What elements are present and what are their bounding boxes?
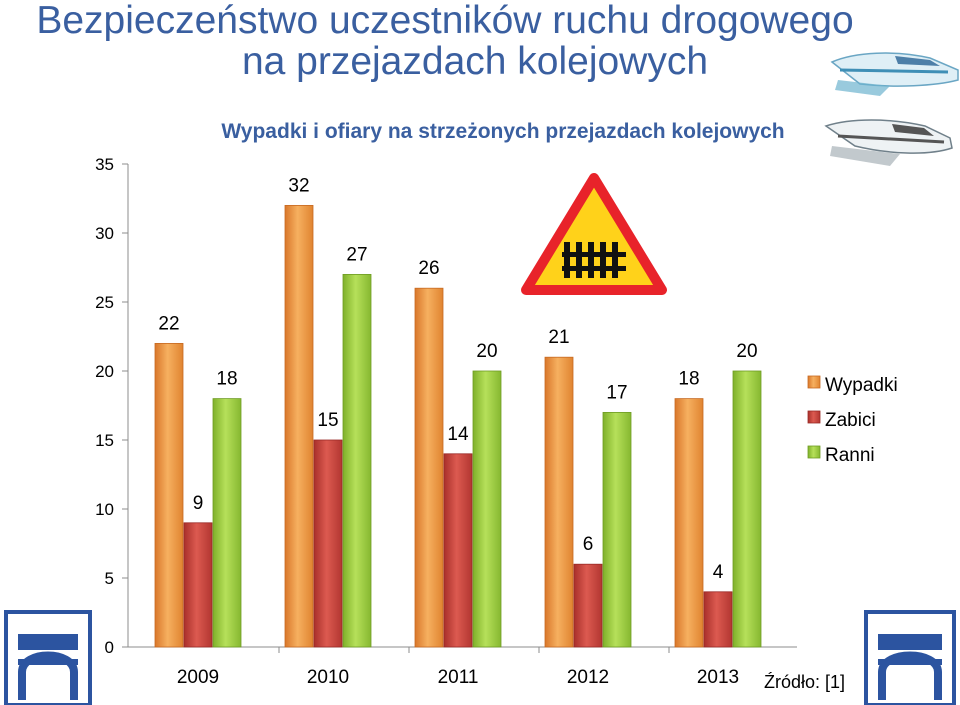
bars xyxy=(154,204,762,648)
data-label: 18 xyxy=(216,369,237,390)
slide-title-line-2: na przejazdach kolejowych xyxy=(241,40,709,83)
data-label: 14 xyxy=(447,424,469,445)
data-label: 4 xyxy=(713,562,724,583)
railway-logo-icon xyxy=(864,610,956,705)
bar-wypadki-2012 xyxy=(544,356,574,648)
category-label: 2011 xyxy=(438,667,479,688)
train-icon xyxy=(824,119,953,166)
bar-zabici-2013 xyxy=(703,591,733,648)
legend: Wypadki Zabici Ranni xyxy=(807,375,898,466)
bar-wypadki-2013 xyxy=(674,398,704,648)
slide-title-line-1: Bezpieczeństwo uczestników ruchu drogowe… xyxy=(36,0,854,42)
bar-wypadki-2009 xyxy=(154,342,184,648)
data-label: 27 xyxy=(346,244,367,265)
bar-ranni-2011 xyxy=(472,370,502,648)
bar-wypadki-2010 xyxy=(284,204,314,648)
category-label: 2012 xyxy=(567,667,609,688)
legend-label-zabici: Zabici xyxy=(825,410,876,431)
bar-ranni-2012 xyxy=(602,411,632,648)
railway-logo-icon xyxy=(4,610,92,705)
category-label: 2013 xyxy=(697,667,739,688)
bar-ranni-2013 xyxy=(732,370,762,648)
data-label: 32 xyxy=(288,175,309,196)
y-tick-label: 30 xyxy=(95,224,114,243)
bar-ranni-2009 xyxy=(212,398,242,648)
railway-crossing-sign-icon xyxy=(521,173,667,295)
bar-ranni-2010 xyxy=(342,273,372,648)
legend-label-wypadki: Wypadki xyxy=(825,375,898,396)
y-tick-label: 35 xyxy=(95,155,114,174)
legend-swatch-ranni xyxy=(807,445,821,459)
y-tick-label: 10 xyxy=(95,500,114,519)
data-labels: 22 32 26 21 18 9 15 14 6 4 18 27 20 17 20 xyxy=(158,175,757,582)
chart-title: Wypadki i ofiary na strzeżonych przejazd… xyxy=(221,120,784,143)
train-icon xyxy=(830,52,959,96)
category-label: 2009 xyxy=(177,667,219,688)
y-tick-label: 25 xyxy=(95,293,114,312)
data-label: 26 xyxy=(418,258,439,279)
bar-zabici-2009 xyxy=(183,522,213,648)
y-tick-label: 5 xyxy=(105,569,114,588)
data-label: 17 xyxy=(606,382,627,403)
slide-title: Bezpieczeństwo uczestników ruchu drogowe… xyxy=(0,0,960,82)
legend-swatch-wypadki xyxy=(807,375,821,389)
source-note: Źródło: [1] xyxy=(764,672,846,692)
category-label: 2010 xyxy=(307,667,349,688)
legend-label-ranni: Ranni xyxy=(825,445,875,466)
legend-swatch-zabici xyxy=(807,410,821,424)
data-label: 18 xyxy=(678,369,699,390)
data-label: 20 xyxy=(736,341,757,362)
data-label: 21 xyxy=(548,327,569,348)
y-tick-label: 0 xyxy=(105,638,114,657)
data-label: 6 xyxy=(583,534,594,555)
bar-wypadki-2011 xyxy=(414,287,444,648)
y-tick-label: 20 xyxy=(95,362,114,381)
y-tick-label: 15 xyxy=(95,431,114,450)
data-label: 15 xyxy=(317,410,338,431)
bar-zabici-2012 xyxy=(573,563,603,648)
data-label: 9 xyxy=(193,493,204,514)
x-axis-labels: 2009 2010 2011 2012 2013 xyxy=(177,667,739,688)
data-label: 22 xyxy=(158,313,179,334)
data-label: 20 xyxy=(476,341,497,362)
bar-zabici-2011 xyxy=(443,453,473,648)
bar-zabici-2010 xyxy=(313,439,343,648)
